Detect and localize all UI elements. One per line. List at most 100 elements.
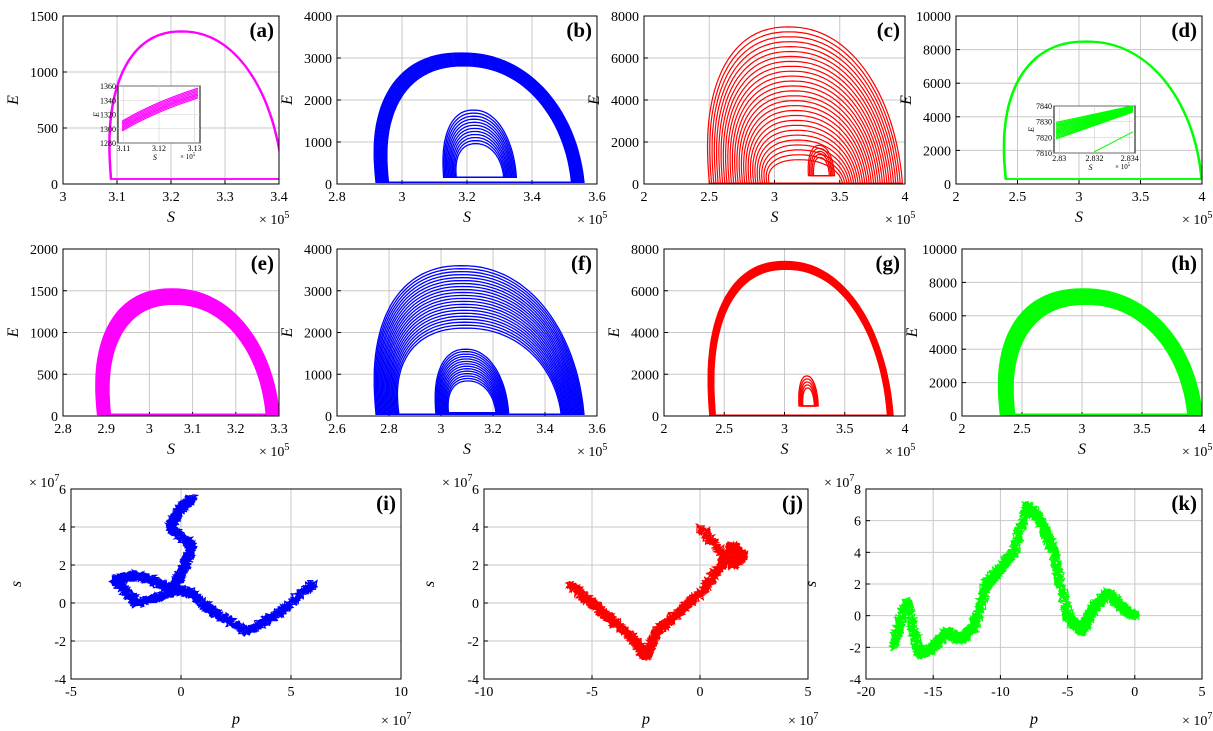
inset-y-tick: 7840 xyxy=(1036,102,1052,111)
axes-frame xyxy=(663,248,906,417)
panel-d: 2 2.5 3 3.5 4 0 2000 4000 6000 8000 10000 (d) S E × 10… xyxy=(898,10,1212,228)
x-tick-label: 5 xyxy=(805,685,812,700)
x-multiplier: × 107 xyxy=(381,711,411,729)
x-tick-label: 3 xyxy=(438,422,445,437)
inset-series-line xyxy=(1055,110,1134,137)
y-tick-label: -4 xyxy=(54,673,66,688)
panel-label: (i) xyxy=(376,491,396,515)
panel-label: (e) xyxy=(251,251,274,275)
series-group xyxy=(888,500,1141,661)
x-tick-label: 3.1 xyxy=(108,190,126,205)
series-group xyxy=(706,26,904,184)
inset-series-line xyxy=(1055,111,1134,140)
x-tick-label: 2.5 xyxy=(1013,422,1031,437)
panel-label: (f) xyxy=(571,251,592,275)
y-tick-label: 4 xyxy=(472,521,479,536)
x-axis-label: S xyxy=(167,209,175,226)
x-tick-label: 2.6 xyxy=(328,422,346,437)
y-tick-label: 2 xyxy=(59,559,66,574)
x-tick-label: 3.4 xyxy=(536,422,554,437)
inset-y-label: E xyxy=(92,112,101,118)
axes-frame xyxy=(336,248,598,417)
x-tick-label: -5 xyxy=(586,685,598,700)
inset-x-multiplier: × 105 xyxy=(1115,163,1131,171)
x-tick-label: -20 xyxy=(857,685,876,700)
y-tick-label: 3000 xyxy=(304,285,332,300)
series-line xyxy=(455,143,505,178)
inset-x-tick: 3.12 xyxy=(152,144,166,153)
y-tick-label: 2000 xyxy=(631,368,659,383)
series-group xyxy=(108,494,319,638)
y-tick-label: 8 xyxy=(854,483,861,498)
panel-label: (k) xyxy=(1171,491,1197,515)
y-axis-label: E xyxy=(898,95,915,106)
y-tick-label: -2 xyxy=(849,641,861,656)
y-multiplier: × 107 xyxy=(29,473,59,491)
inset-y-tick: 1300 xyxy=(100,125,116,134)
y-tick-label: 500 xyxy=(37,368,58,383)
inset-series-line xyxy=(121,93,199,128)
axes-frame xyxy=(961,248,1203,417)
panel-i: -5 0 5 10 -4 -2 0 2 4 6 (i) p s × 107 × 107 xyxy=(8,473,411,729)
y-tick-label: 4000 xyxy=(304,10,332,25)
x-tick-label: 3.3 xyxy=(270,422,288,437)
y-tick-label: 0 xyxy=(652,410,659,425)
x-axis-label: p xyxy=(231,711,240,728)
x-tick-label: 3 xyxy=(146,422,153,437)
panel-label: (h) xyxy=(1171,251,1197,275)
y-tick-label: 8000 xyxy=(611,10,639,25)
y-axis-label: s xyxy=(803,581,820,587)
panel-label: (c) xyxy=(877,18,900,42)
y-tick-label: 0 xyxy=(51,410,58,425)
x-tick-label: -5 xyxy=(65,685,77,700)
x-tick-label: 0 xyxy=(1131,685,1138,700)
x-axis-label: S xyxy=(781,441,789,458)
y-tick-label: 1500 xyxy=(30,10,58,25)
y-tick-label: 0 xyxy=(854,610,861,625)
x-tick-label: 4 xyxy=(1199,190,1206,205)
inset-series-line xyxy=(1093,131,1134,153)
y-tick-label: 4000 xyxy=(929,343,957,358)
inset-series-line xyxy=(121,94,199,129)
y-multiplier: × 107 xyxy=(442,473,472,491)
y-tick-label: -4 xyxy=(849,673,861,688)
y-tick-label: 10000 xyxy=(916,10,951,25)
y-tick-label: 6 xyxy=(854,515,861,530)
x-tick-label: 3 xyxy=(399,190,406,205)
y-tick-label: 2000 xyxy=(30,243,58,258)
inset-y-tick: 7830 xyxy=(1036,118,1052,127)
x-tick-label: 4 xyxy=(1199,422,1206,437)
inset-series-line xyxy=(1055,106,1134,126)
series-line xyxy=(564,523,749,662)
x-tick-label: 2.5 xyxy=(716,422,734,437)
x-tick-label: 3.5 xyxy=(1133,422,1151,437)
x-tick-label: 2.8 xyxy=(380,422,398,437)
y-axis-label: E xyxy=(5,327,22,338)
x-tick-label: 0 xyxy=(178,685,185,700)
inset-series-line xyxy=(1055,107,1134,129)
x-axis-label: S xyxy=(463,209,471,226)
y-tick-label: 8000 xyxy=(923,44,951,59)
x-tick-label: 3 xyxy=(60,190,67,205)
y-tick-label: 10000 xyxy=(922,243,957,258)
y-tick-label: 2000 xyxy=(929,377,957,392)
axes-frame xyxy=(865,488,1203,680)
inset-series-line xyxy=(1055,106,1134,127)
x-tick-label: 3.4 xyxy=(270,190,288,205)
y-tick-label: 0 xyxy=(51,178,58,193)
y-tick-label: 4000 xyxy=(923,111,951,126)
y-tick-label: 0 xyxy=(325,410,332,425)
y-tick-label: 2000 xyxy=(611,136,639,151)
x-tick-label: 2.5 xyxy=(1009,190,1027,205)
y-tick-label: 0 xyxy=(632,178,639,193)
inset-series-line xyxy=(121,89,199,124)
x-tick-label: 2.8 xyxy=(54,422,72,437)
inset-y-tick: 1280 xyxy=(100,139,116,148)
inset-series-line xyxy=(1055,105,1134,125)
panel-h: 2 2.5 3 3.5 4 0 2000 4000 6000 8000 10000 (h) S E × 10… xyxy=(904,243,1212,460)
series-group xyxy=(564,523,749,662)
y-axis-label: E xyxy=(279,95,296,106)
series-group xyxy=(373,265,585,415)
inset-plot: 2.83 2.832 2.834 7810 7820 7830 7840 S E × 105 xyxy=(1027,102,1139,172)
